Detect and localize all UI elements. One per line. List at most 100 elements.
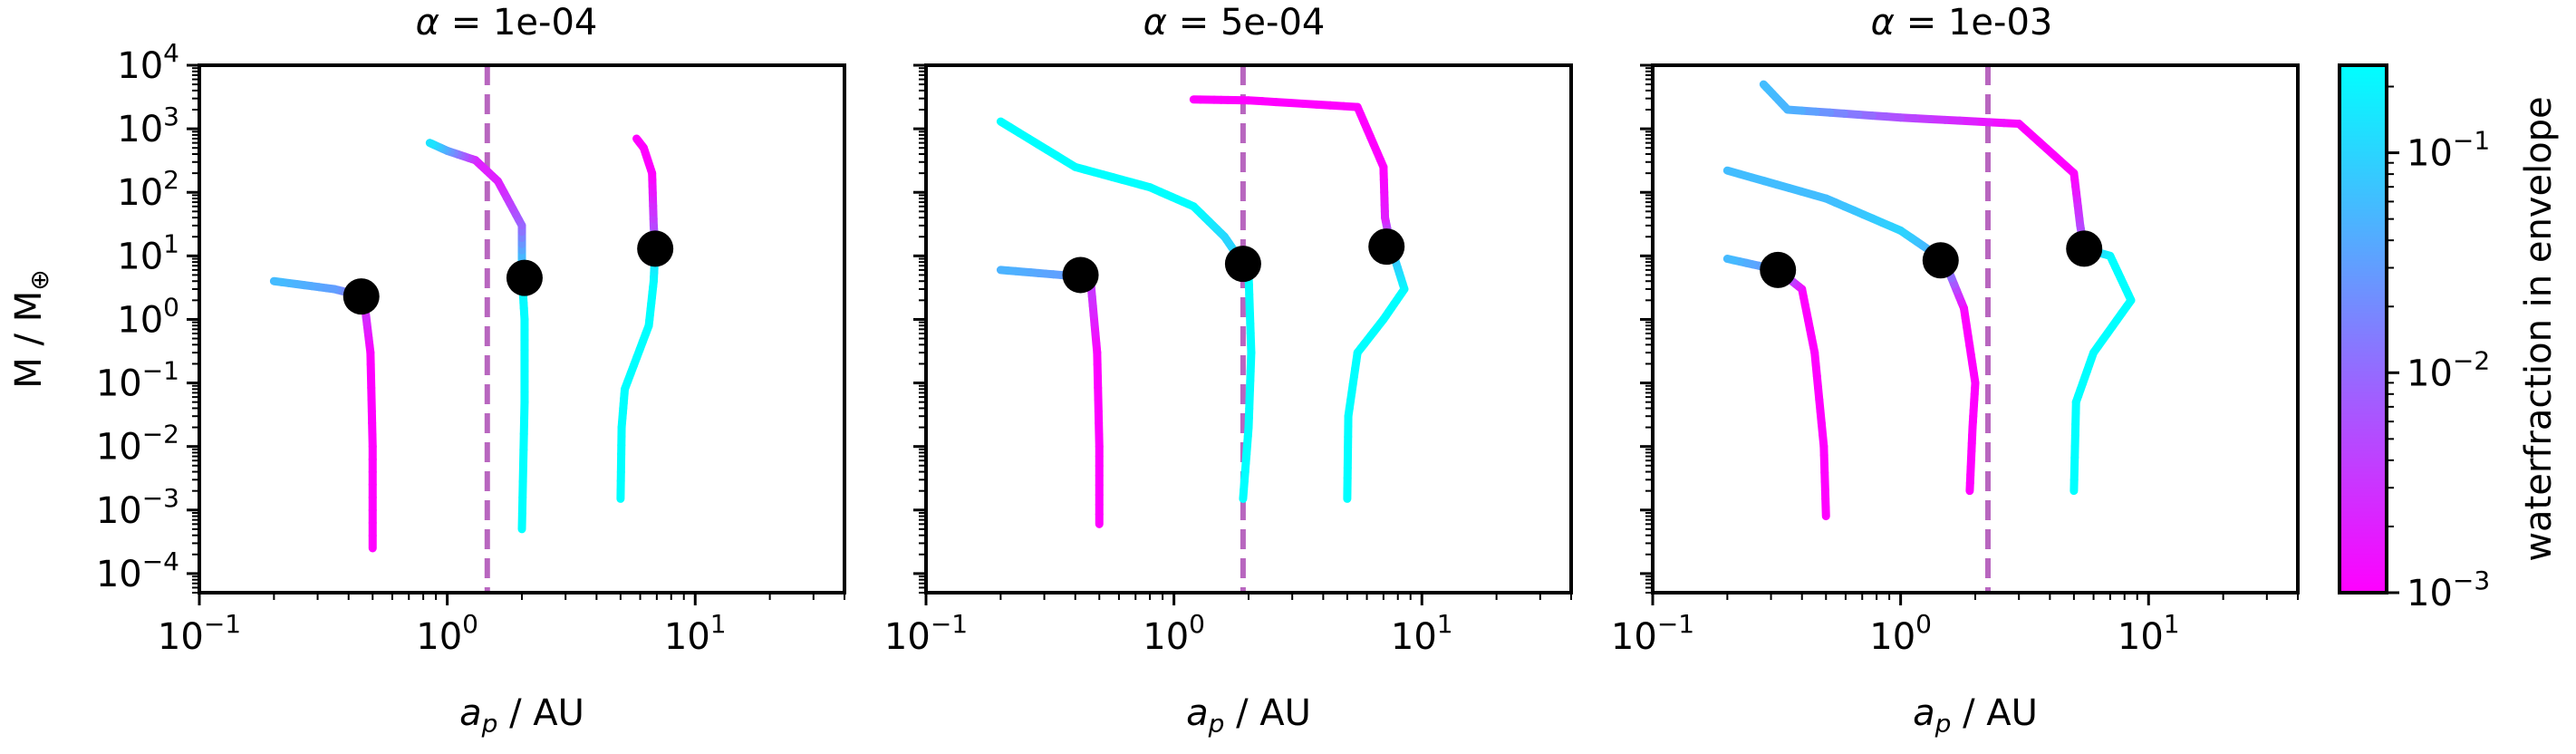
colorbar-tick-exp: −1 xyxy=(2453,126,2490,156)
panel-1-track-3 xyxy=(616,134,674,503)
panel-3-xlabel-main: a xyxy=(1913,692,1935,734)
panel-1-track-3-marker xyxy=(637,230,674,267)
panel-1-track-2-segment xyxy=(425,139,437,149)
panel-2-track-2 xyxy=(996,117,1261,503)
panel-3: α = 1e-03 10−1 100 101 ap / AU xyxy=(1611,2,2300,739)
colorbar-tick-exp: −3 xyxy=(2453,566,2490,595)
panel-3-xtick-base: 10 xyxy=(2118,616,2164,658)
panel-2-track-2-marker xyxy=(1224,246,1261,283)
panel-1-xlabel: ap / AU xyxy=(459,692,584,739)
colorbar-tick-label: 10−2 xyxy=(2407,345,2490,394)
panel-1-xtick-exp: 1 xyxy=(710,609,727,639)
panel-1-track-1-segment xyxy=(269,276,286,286)
panel-2-track-1-segment xyxy=(996,266,1013,276)
panel-1-ytick-base: 10 xyxy=(117,299,163,341)
panel-1-xtick-base: 10 xyxy=(158,616,204,658)
colorbar-tick-base: 10 xyxy=(2407,353,2453,394)
panel-1-ytick-exp: 3 xyxy=(163,102,179,131)
panel-3-xtick-label: 100 xyxy=(1869,609,1932,658)
panel-1-ytick-label: 10−3 xyxy=(96,483,179,532)
colorbar: 10−310−210−1 waterfraction in envelope xyxy=(2338,63,2560,614)
panel-1-track-2-marker xyxy=(506,259,543,296)
colorbar-ticks: 10−310−210−1 xyxy=(2387,85,2490,614)
panel-1-xlabel-unit: / AU xyxy=(497,692,584,734)
panel-2-xtick-base: 10 xyxy=(1391,616,1437,658)
panel-1-track-1-marker xyxy=(343,278,380,315)
panel-2-xtick-exp: −1 xyxy=(931,609,968,639)
panel-1-xtick-exp: −1 xyxy=(204,609,241,639)
panel-2-track-2-segment xyxy=(996,117,1015,131)
panel-2-xtick-label: 100 xyxy=(1143,609,1205,658)
panel-1-ytick-base: 10 xyxy=(96,427,142,469)
panel-3-xtick-base: 10 xyxy=(1611,616,1657,658)
panel-3-track-3-segment xyxy=(1759,80,1771,92)
panel-1-xlabel-main: a xyxy=(459,692,482,734)
panel-3-track-2 xyxy=(1722,166,1980,496)
colorbar-tick-label: 10−3 xyxy=(2407,566,2490,614)
panel-3-xtick-base: 10 xyxy=(1869,616,1915,658)
panel-1-ytick-base: 10 xyxy=(96,363,142,405)
panel-3-track-1 xyxy=(1722,251,1830,521)
panel-3-track-1-segment xyxy=(1722,255,1738,265)
panel-1-title-value: 1e-04 xyxy=(493,2,597,44)
panel-1-ytick-base: 10 xyxy=(96,490,142,532)
panel-2-xtick-label: 10−1 xyxy=(884,609,968,658)
panel-1-ylabel-main: M / M xyxy=(8,291,50,389)
panel-3-title: α = 1e-03 xyxy=(1871,2,2053,44)
panel-1-title: α = 1e-04 xyxy=(416,2,598,44)
panel-3-plot xyxy=(1722,65,2136,593)
panel-3-track-3 xyxy=(1759,80,2136,496)
panel-1-xtick-label: 10−1 xyxy=(158,609,241,658)
panel-1-ytick-base: 10 xyxy=(117,172,163,214)
panel-3-title-prefix: α = xyxy=(1871,2,1948,44)
panel-3-frame xyxy=(1651,63,2300,594)
panel-2-track-3 xyxy=(1189,95,1409,503)
colorbar-tick-exp: −2 xyxy=(2453,345,2490,375)
panel-3-title-value: 1e-03 xyxy=(1948,2,2052,44)
panel-2-xtick-base: 10 xyxy=(884,616,931,658)
panel-3-track-2-marker xyxy=(1922,242,1959,279)
panel-1-xtick-base: 10 xyxy=(416,616,462,658)
panel-1-ytick-exp: −2 xyxy=(142,420,179,450)
panel-3-yticks xyxy=(1640,63,1653,594)
panel-2-xlabel-unit: / AU xyxy=(1224,692,1311,734)
panel-1-xtick-label: 101 xyxy=(664,609,727,658)
panel-2-track-1 xyxy=(996,256,1104,528)
panel-2-xlabel-sub: p xyxy=(1208,709,1225,739)
panel-3-xtick-exp: −1 xyxy=(1657,609,1694,639)
panel-1-ylabel: M / M⊕ xyxy=(8,269,54,388)
panel-3-xlabel-unit: / AU xyxy=(1951,692,2038,734)
panel-1-ytick-label: 101 xyxy=(117,228,179,277)
panel-1: α = 1e-04 10−1 100 101 10−410−310−210−1100… xyxy=(8,2,846,739)
panel-2-xtick-label: 101 xyxy=(1391,609,1453,658)
panel-1-ytick-exp: −3 xyxy=(142,483,179,513)
colorbar-tick-base: 10 xyxy=(2407,573,2453,614)
panel-1-ytick-label: 10−2 xyxy=(96,420,179,469)
panel-3-xlabel-sub: p xyxy=(1934,709,1952,739)
panel-3-xtick-exp: 1 xyxy=(2164,609,2180,639)
panel-1-xlabel-sub: p xyxy=(481,709,498,739)
panel-1-xticks: 10−1 100 101 xyxy=(158,593,845,658)
panel-1-ytick-label: 10−1 xyxy=(96,356,179,405)
panel-1-ytick-label: 103 xyxy=(117,102,179,150)
panel-1-track-1 xyxy=(269,276,380,553)
panel-1-ytick-base: 10 xyxy=(117,109,163,150)
panel-1-ytick-label: 100 xyxy=(117,292,179,341)
panel-3-xtick-label: 101 xyxy=(2118,609,2180,658)
panel-1-ytick-label: 102 xyxy=(117,165,179,214)
panel-3-xtick-exp: 0 xyxy=(1915,609,1932,639)
panel-2-track-3-marker xyxy=(1368,228,1405,266)
panel-1-ytick-exp: 4 xyxy=(163,38,179,68)
panel-2-xtick-exp: 0 xyxy=(1189,609,1205,639)
panel-3-xtick-label: 10−1 xyxy=(1611,609,1694,658)
panel-1-ytick-exp: 2 xyxy=(163,165,179,195)
panel-2: α = 5e-04 10−1 100 101 ap / AU xyxy=(884,2,1573,739)
panel-3-xlabel: ap / AU xyxy=(1913,692,2038,739)
panel-1-ytick-base: 10 xyxy=(96,554,142,595)
panel-2-track-1-marker xyxy=(1062,256,1099,294)
panel-1-ytick-exp: 0 xyxy=(163,292,179,322)
panel-1-ylabel-sub: ⊕ xyxy=(24,269,54,290)
panel-2-title: α = 5e-04 xyxy=(1143,2,1326,44)
